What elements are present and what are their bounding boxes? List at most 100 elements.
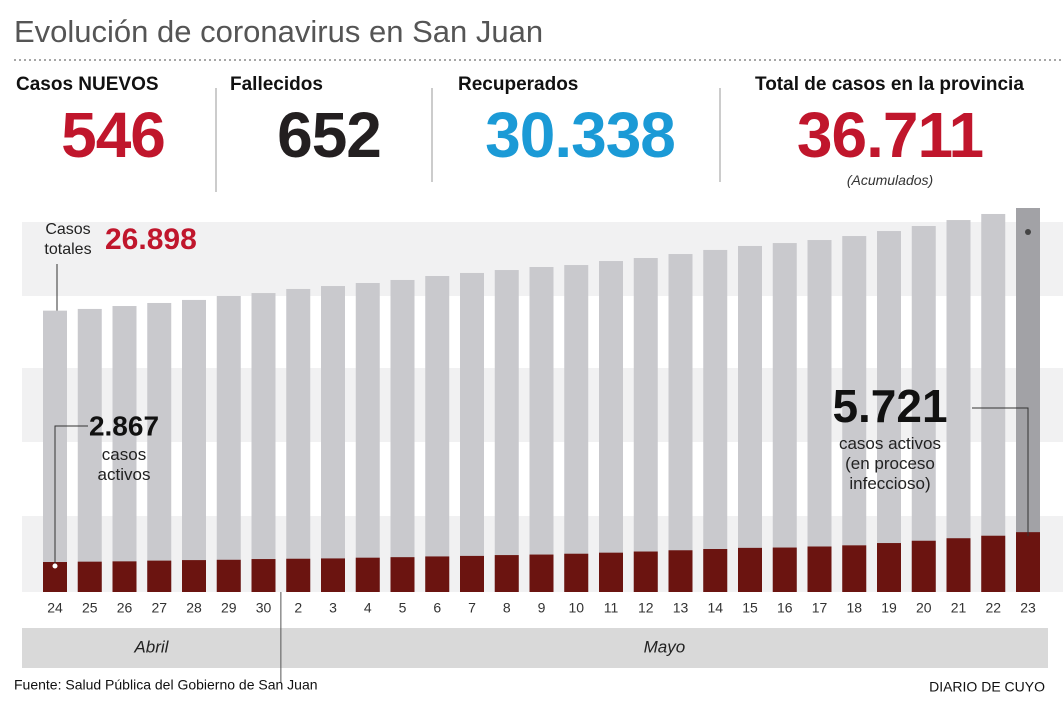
marker xyxy=(52,563,58,569)
month-band xyxy=(22,628,1048,668)
value-label: 2.867 xyxy=(89,410,159,441)
bar-active xyxy=(321,558,345,592)
x-tick-label: 16 xyxy=(777,600,793,616)
bar-total xyxy=(147,302,172,592)
stat-label: Total de casos en la provincia xyxy=(755,74,1024,95)
bar-active xyxy=(599,552,623,592)
bar-total xyxy=(251,293,276,592)
bar-active xyxy=(147,560,172,592)
bar-active xyxy=(668,550,693,592)
bar-total xyxy=(216,295,241,592)
stat-label: Recuperados xyxy=(458,74,579,95)
bar-active xyxy=(911,540,936,592)
bar-total xyxy=(633,258,658,592)
bar-total xyxy=(772,243,797,592)
stat-value: 652 xyxy=(277,99,382,171)
bar-total xyxy=(112,306,137,592)
x-tick-label: 25 xyxy=(82,600,98,616)
bar-active xyxy=(1016,532,1040,592)
bar-total xyxy=(946,220,971,592)
bar-total xyxy=(321,286,345,592)
stat-label: Fallecidos xyxy=(230,74,323,95)
marker xyxy=(1025,229,1031,235)
bar-active xyxy=(633,551,658,592)
value-label: 26.898 xyxy=(105,223,197,256)
bar-active xyxy=(390,557,415,592)
bar-total xyxy=(390,279,415,592)
source: Fuente: Salud Pública del Gobierno de Sa… xyxy=(14,677,318,693)
x-tick-label: 7 xyxy=(468,600,476,616)
bar-total xyxy=(286,288,311,592)
x-tick-label: 9 xyxy=(538,600,546,616)
brand: DIARIO DE CUYO xyxy=(929,679,1045,695)
value-label: 5.721 xyxy=(832,380,947,432)
title: Evolución de coronavirus en San Juan xyxy=(14,14,543,49)
x-tick-label: 29 xyxy=(221,600,237,616)
bar-total xyxy=(355,283,380,592)
bar-active xyxy=(877,543,901,592)
x-tick-label: 28 xyxy=(186,600,202,616)
bar-total xyxy=(703,249,728,592)
bar-total xyxy=(564,265,589,592)
bar-active xyxy=(807,546,832,592)
x-tick-label: 22 xyxy=(985,600,1001,616)
bar-active xyxy=(355,557,380,592)
x-tick-label: 15 xyxy=(742,600,758,616)
x-tick-label: 17 xyxy=(812,600,828,616)
x-tick-label: 13 xyxy=(673,600,689,616)
x-tick-label: 10 xyxy=(568,600,584,616)
stat-value: 36.711 xyxy=(796,99,984,171)
bar-active xyxy=(460,555,484,592)
bar-total xyxy=(807,240,832,592)
connector xyxy=(54,425,88,567)
bar-active xyxy=(842,545,867,592)
bar-total xyxy=(911,226,936,592)
bar-total xyxy=(494,270,519,592)
x-tick-label: 11 xyxy=(604,600,619,616)
stat-label: Casos NUEVOS xyxy=(16,74,159,95)
stat-value: 30.338 xyxy=(485,99,676,171)
bar-total xyxy=(738,245,762,593)
x-tick-label: 20 xyxy=(916,600,932,616)
stat-value: 546 xyxy=(61,99,166,171)
x-tick-label: 5 xyxy=(399,600,407,616)
series-name: Casos totales xyxy=(44,221,92,258)
bar-total xyxy=(599,261,623,592)
bar-active xyxy=(182,560,206,592)
x-tick-label: 30 xyxy=(256,600,272,616)
x-tick-label: 23 xyxy=(1020,600,1036,616)
month-label: Mayo xyxy=(644,637,686,656)
bar-active xyxy=(112,561,137,592)
bar-active xyxy=(425,556,450,592)
x-tick-label: 27 xyxy=(151,600,167,616)
x-tick-label: 8 xyxy=(503,600,511,616)
x-tick-label: 24 xyxy=(47,600,63,616)
bar-total xyxy=(877,231,901,592)
bar-active xyxy=(494,555,519,592)
bar-active xyxy=(946,538,971,592)
bar-active xyxy=(216,559,241,592)
bar-active xyxy=(77,561,102,592)
month-label: Abril xyxy=(133,637,169,656)
stat-note: (Acumulados) xyxy=(846,172,934,188)
bar-total xyxy=(529,267,554,592)
bar-total xyxy=(182,299,206,592)
series-name: casos activos xyxy=(97,445,151,484)
x-tick-label: 26 xyxy=(117,600,133,616)
x-tick-label: 6 xyxy=(433,600,441,616)
series-name: casos activos xyxy=(838,434,942,453)
bar-total xyxy=(77,308,102,592)
x-tick-label: 12 xyxy=(638,600,654,616)
bar-total xyxy=(425,276,450,592)
bar-active xyxy=(981,535,1006,592)
bar-active xyxy=(703,549,728,592)
x-tick-label: 2 xyxy=(294,600,302,616)
x-tick-label: 21 xyxy=(951,600,967,616)
connector xyxy=(972,407,1029,537)
annotation: (en proceso infeccioso) xyxy=(845,454,935,493)
x-tick-label: 14 xyxy=(707,600,723,616)
bar-total xyxy=(981,213,1006,592)
bar-active xyxy=(286,558,311,592)
